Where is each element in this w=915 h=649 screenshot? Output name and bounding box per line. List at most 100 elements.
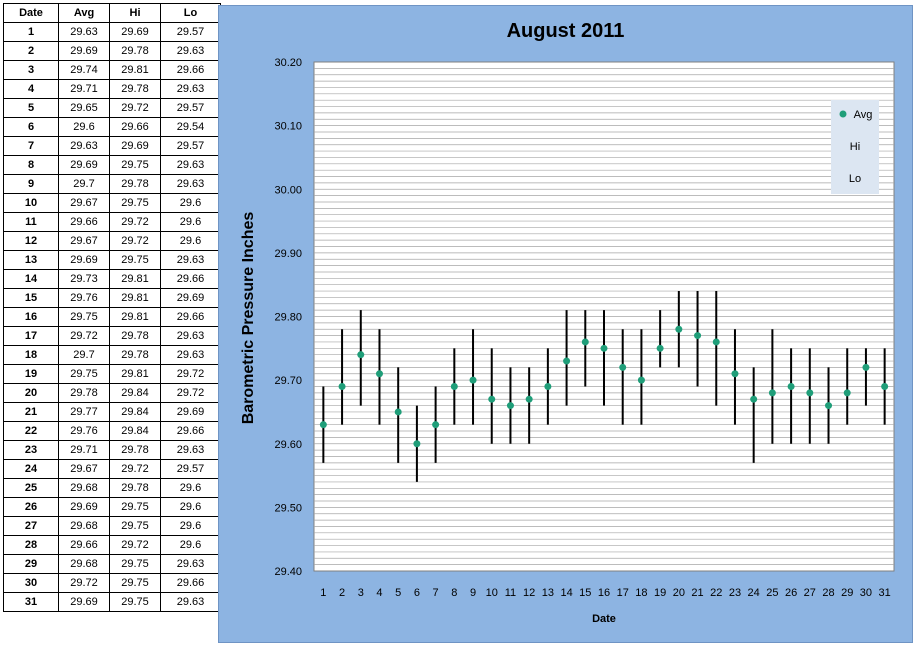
column-header: Date bbox=[3, 3, 59, 23]
value-cell: 29.54 bbox=[160, 117, 221, 137]
table-row: 6 29.6 29.66 29.54 bbox=[3, 117, 221, 137]
x-tick-label: 9 bbox=[470, 587, 476, 599]
date-cell: 9 bbox=[3, 174, 59, 194]
date-cell: 21 bbox=[3, 402, 59, 422]
value-cell: 29.63 bbox=[160, 79, 221, 99]
x-tick-label: 27 bbox=[804, 587, 816, 599]
avg-point bbox=[319, 421, 327, 429]
value-cell: 29.69 bbox=[58, 41, 110, 61]
value-cell: 29.68 bbox=[58, 516, 110, 536]
value-cell: 29.81 bbox=[109, 60, 161, 80]
table-row: 29 29.68 29.75 29.63 bbox=[3, 554, 221, 574]
date-cell: 15 bbox=[3, 288, 59, 308]
table-row: 4 29.71 29.78 29.63 bbox=[3, 79, 221, 99]
value-cell: 29.67 bbox=[58, 193, 110, 213]
x-tick-label: 23 bbox=[729, 587, 741, 599]
date-cell: 12 bbox=[3, 231, 59, 251]
data-table: Date Avg Hi Lo 1 29.63 29.69 29.57 2 29.69 29.78 2… bbox=[3, 3, 221, 612]
date-cell: 18 bbox=[3, 345, 59, 365]
value-cell: 29.6 bbox=[160, 193, 221, 213]
value-cell: 29.75 bbox=[109, 250, 161, 270]
value-cell: 29.72 bbox=[160, 364, 221, 384]
table-row: 26 29.69 29.75 29.6 bbox=[3, 497, 221, 517]
value-cell: 29.72 bbox=[160, 383, 221, 403]
value-cell: 29.69 bbox=[58, 155, 110, 175]
table-row: 11 29.66 29.72 29.6 bbox=[3, 212, 221, 232]
date-cell: 20 bbox=[3, 383, 59, 403]
table-row: 12 29.67 29.72 29.6 bbox=[3, 231, 221, 251]
value-cell: 29.63 bbox=[160, 41, 221, 61]
table-row: 17 29.72 29.78 29.63 bbox=[3, 326, 221, 346]
table-row: 24 29.67 29.72 29.57 bbox=[3, 459, 221, 479]
value-cell: 29.66 bbox=[160, 421, 221, 441]
table-row: 21 29.77 29.84 29.69 bbox=[3, 402, 221, 422]
avg-point bbox=[787, 382, 795, 390]
table-row: 25 29.68 29.78 29.6 bbox=[3, 478, 221, 498]
value-cell: 29.78 bbox=[109, 41, 161, 61]
date-cell: 7 bbox=[3, 136, 59, 156]
table-row: 5 29.65 29.72 29.57 bbox=[3, 98, 221, 118]
value-cell: 29.69 bbox=[160, 288, 221, 308]
value-cell: 29.84 bbox=[109, 402, 161, 422]
avg-point bbox=[488, 395, 496, 403]
x-tick-label: 29 bbox=[841, 587, 853, 599]
table-row: 19 29.75 29.81 29.72 bbox=[3, 364, 221, 384]
table-row: 2 29.69 29.78 29.63 bbox=[3, 41, 221, 61]
value-cell: 29.69 bbox=[109, 22, 161, 42]
value-cell: 29.78 bbox=[109, 79, 161, 99]
value-cell: 29.75 bbox=[109, 193, 161, 213]
value-cell: 29.63 bbox=[160, 326, 221, 346]
table-header-row: Date Avg Hi Lo bbox=[3, 3, 221, 23]
avg-point bbox=[581, 338, 589, 346]
value-cell: 29.71 bbox=[58, 79, 110, 99]
avg-point bbox=[506, 402, 514, 410]
table-row: 8 29.69 29.75 29.63 bbox=[3, 155, 221, 175]
x-tick-label: 13 bbox=[542, 587, 554, 599]
avg-point bbox=[862, 363, 870, 371]
value-cell: 29.66 bbox=[58, 535, 110, 555]
chart-title: August 2011 bbox=[506, 20, 625, 42]
x-tick-label: 31 bbox=[879, 587, 891, 599]
legend-label: Lo bbox=[849, 173, 861, 185]
avg-point bbox=[843, 389, 851, 397]
date-cell: 4 bbox=[3, 79, 59, 99]
avg-point bbox=[338, 382, 346, 390]
date-cell: 31 bbox=[3, 592, 59, 612]
avg-point bbox=[619, 363, 627, 371]
date-cell: 22 bbox=[3, 421, 59, 441]
y-tick-label: 29.60 bbox=[274, 439, 302, 451]
avg-point bbox=[712, 338, 720, 346]
date-cell: 29 bbox=[3, 554, 59, 574]
avg-point bbox=[768, 389, 776, 397]
value-cell: 29.78 bbox=[58, 383, 110, 403]
value-cell: 29.63 bbox=[58, 22, 110, 42]
value-cell: 29.65 bbox=[58, 98, 110, 118]
avg-point bbox=[675, 325, 683, 333]
table-row: 23 29.71 29.78 29.63 bbox=[3, 440, 221, 460]
value-cell: 29.6 bbox=[160, 497, 221, 517]
x-tick-label: 22 bbox=[710, 587, 722, 599]
x-tick-label: 2 bbox=[339, 587, 345, 599]
value-cell: 29.81 bbox=[109, 269, 161, 289]
x-tick-label: 30 bbox=[860, 587, 872, 599]
value-cell: 29.63 bbox=[58, 136, 110, 156]
value-cell: 29.63 bbox=[160, 250, 221, 270]
legend-avg-marker bbox=[839, 110, 847, 118]
value-cell: 29.78 bbox=[109, 478, 161, 498]
avg-point bbox=[600, 344, 608, 352]
table-row: 10 29.67 29.75 29.6 bbox=[3, 193, 221, 213]
value-cell: 29.81 bbox=[109, 288, 161, 308]
value-cell: 29.57 bbox=[160, 459, 221, 479]
table-row: 28 29.66 29.72 29.6 bbox=[3, 535, 221, 555]
table-row: 30 29.72 29.75 29.66 bbox=[3, 573, 221, 593]
value-cell: 29.75 bbox=[109, 155, 161, 175]
value-cell: 29.75 bbox=[58, 307, 110, 327]
avg-point bbox=[881, 382, 889, 390]
date-cell: 24 bbox=[3, 459, 59, 479]
value-cell: 29.77 bbox=[58, 402, 110, 422]
avg-point bbox=[432, 421, 440, 429]
date-cell: 30 bbox=[3, 573, 59, 593]
y-tick-label: 29.70 bbox=[274, 375, 302, 387]
y-tick-label: 29.40 bbox=[274, 566, 302, 578]
value-cell: 29.66 bbox=[160, 60, 221, 80]
